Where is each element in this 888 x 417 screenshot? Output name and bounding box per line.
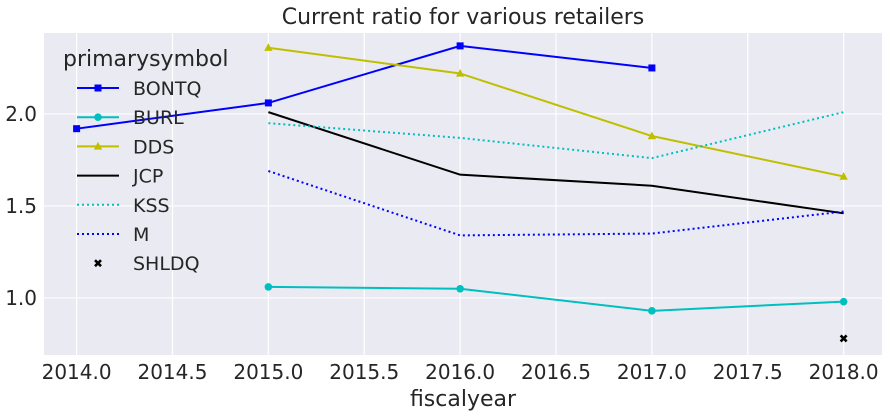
- x-tick-label: 2014.0: [42, 360, 112, 384]
- series-dds: [264, 43, 848, 180]
- x-tick-label: 2015.5: [329, 360, 399, 384]
- series-burl: [264, 283, 848, 315]
- legend: primarysymbol BONTQ BURL DDS JCP KSS M SHLDQ: [63, 47, 229, 275]
- legend-item-kss: KSS: [77, 195, 170, 217]
- x-tick-label: 2017.0: [617, 360, 687, 384]
- plot-background: [44, 33, 882, 355]
- legend-marker-shldq: [94, 259, 102, 268]
- data-point-bontq: [73, 125, 81, 133]
- data-point-burl: [648, 307, 656, 315]
- x-tick-label: 2017.5: [713, 360, 783, 384]
- legend-label-kss: KSS: [133, 195, 170, 217]
- grid: [44, 33, 882, 355]
- legend-label-jcp: JCP: [132, 166, 163, 188]
- series-layer: [73, 42, 848, 343]
- data-point-bontq: [264, 99, 272, 107]
- legend-label-shldq: SHLDQ: [133, 253, 200, 275]
- y-tick-label: 1.0: [5, 286, 37, 310]
- legend-label-dds: DDS: [133, 136, 174, 158]
- legend-marker-bontq: [94, 84, 102, 92]
- series-line-kss: [268, 111, 844, 160]
- series-line-jcp: [268, 111, 844, 215]
- series-line-m: [268, 170, 844, 237]
- series-line-bontq: [76, 44, 652, 130]
- data-point-dds: [647, 131, 657, 140]
- data-point-burl: [264, 283, 273, 291]
- x-axis-label: fiscalyear: [410, 387, 517, 412]
- data-point-dds: [455, 68, 465, 77]
- legend-label-bontq: BONTQ: [133, 78, 201, 100]
- chart-title: Current ratio for various retailers: [282, 5, 645, 30]
- y-tick-label: 1.5: [5, 194, 37, 218]
- series-shldq: [839, 334, 848, 343]
- legend-marker-dds: [93, 141, 103, 150]
- x-tick-label: 2015.0: [233, 360, 303, 384]
- series-m: [268, 170, 844, 237]
- data-point-dds: [839, 172, 848, 180]
- legend-item-dds: DDS: [77, 136, 174, 158]
- series-line-burl: [268, 285, 844, 312]
- legend-item-shldq: SHLDQ: [94, 253, 200, 275]
- legend-item-bontq: BONTQ: [77, 78, 201, 100]
- x-tick-label: 2016.0: [425, 360, 495, 384]
- data-point-bontq: [648, 64, 656, 72]
- data-point-shldq: [839, 334, 848, 343]
- y-tick-labels: 1.0 1.5 2.0: [5, 102, 37, 310]
- legend-item-jcp: JCP: [77, 166, 163, 188]
- legend-label-burl: BURL: [133, 107, 184, 129]
- legend-item-m: M: [77, 224, 149, 246]
- data-point-dds: [264, 43, 273, 51]
- y-tick-label: 2.0: [5, 102, 37, 126]
- legend-label-m: M: [133, 224, 149, 246]
- data-point-bontq: [456, 42, 464, 50]
- series-line-dds: [268, 46, 844, 178]
- legend-title: primarysymbol: [63, 47, 229, 72]
- legend-marker-burl: [94, 113, 102, 121]
- x-tick-labels: 2014.0 2014.5 2015.0 2015.5 2016.0 2016.5 2017…: [42, 360, 879, 384]
- data-point-burl: [839, 297, 848, 306]
- series-kss: [268, 111, 844, 160]
- x-tick-label: 2018.0: [809, 360, 879, 384]
- x-tick-label: 2014.5: [137, 360, 207, 384]
- series-bontq: [73, 42, 656, 133]
- series-jcp: [268, 111, 844, 215]
- x-tick-label: 2016.5: [521, 360, 591, 384]
- data-point-burl: [456, 284, 464, 293]
- legend-item-burl: BURL: [77, 107, 184, 129]
